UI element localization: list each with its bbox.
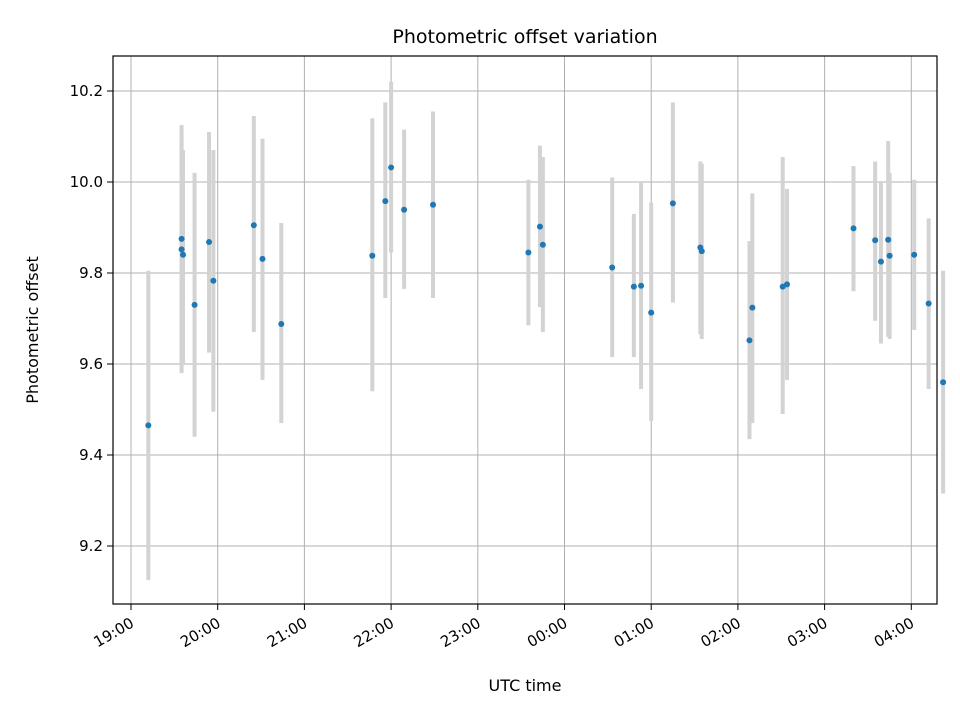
y-tick-label: 9.6 — [79, 355, 103, 373]
data-point — [250, 222, 257, 229]
data-point — [210, 277, 217, 284]
x-tick-label: 02:00 — [697, 614, 743, 651]
data-point — [536, 223, 543, 230]
data-point — [648, 309, 655, 316]
data-point — [698, 248, 705, 255]
x-tick-label: 21:00 — [264, 614, 310, 651]
data-point — [259, 255, 266, 262]
y-tick-label: 9.4 — [79, 446, 103, 464]
data-point — [638, 282, 645, 289]
data-point — [369, 252, 376, 259]
data-point — [430, 201, 437, 208]
y-tick-label: 10.2 — [70, 82, 103, 100]
data-point — [940, 379, 947, 386]
plot-frame — [112, 55, 938, 605]
plot-background — [113, 56, 937, 604]
x-tick-label: 03:00 — [784, 614, 830, 651]
y-tick-label: 9.8 — [79, 264, 103, 282]
data-point — [382, 198, 389, 205]
chart-title: Photometric offset variation — [392, 26, 657, 48]
data-point — [746, 337, 753, 344]
data-point — [178, 246, 185, 253]
y-axis-label: Photometric offset — [23, 256, 42, 404]
data-point — [539, 241, 546, 248]
data-point — [669, 200, 676, 207]
x-axis-ticks: 19:00 20:00 21:00 22:00 23:00 00:00 01:00 02:00… — [91, 604, 917, 651]
data-point — [609, 264, 616, 271]
x-axis-label: UTC time — [489, 676, 562, 695]
data-point — [525, 249, 532, 256]
y-tick-label: 10.0 — [70, 173, 103, 191]
data-point — [278, 320, 285, 327]
x-tick-label: 19:00 — [91, 614, 137, 651]
data-point — [872, 237, 879, 244]
data-point — [749, 304, 756, 311]
y-tick-label: 9.2 — [79, 537, 103, 555]
x-tick-label: 20:00 — [177, 614, 223, 651]
data-point — [886, 252, 893, 259]
data-point — [630, 283, 637, 290]
data-points — [145, 164, 947, 429]
data-point — [911, 251, 918, 258]
x-tick-label: 00:00 — [524, 614, 570, 651]
x-tick-label: 04:00 — [871, 614, 917, 651]
data-point — [877, 258, 884, 265]
data-point — [784, 281, 791, 288]
x-tick-label: 23:00 — [437, 614, 483, 651]
data-point — [191, 301, 198, 308]
y-axis-ticks: 9.2 9.4 9.6 9.8 10.0 10.2 — [70, 82, 113, 555]
data-point — [885, 236, 892, 243]
data-point — [388, 164, 395, 171]
data-point — [206, 239, 213, 246]
grid-lines — [113, 56, 937, 604]
data-point — [850, 225, 857, 232]
x-tick-label: 22:00 — [351, 614, 397, 651]
data-point — [180, 251, 187, 258]
data-point — [925, 300, 932, 307]
x-tick-label: 01:00 — [611, 614, 657, 651]
data-point — [401, 206, 408, 213]
data-point — [145, 422, 152, 429]
data-point — [178, 235, 185, 242]
